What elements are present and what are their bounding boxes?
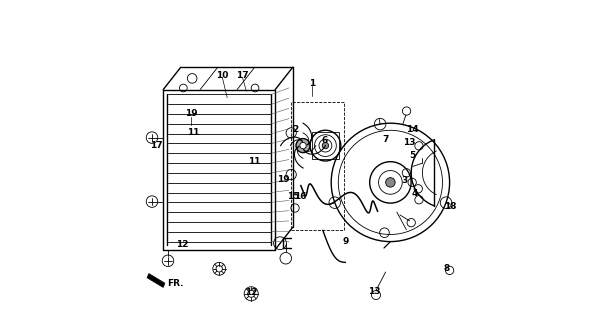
Bar — [291, 102, 344, 230]
Text: 6: 6 — [322, 136, 328, 145]
Text: 4: 4 — [411, 189, 418, 198]
Text: 11: 11 — [248, 157, 261, 166]
Text: 17: 17 — [237, 71, 249, 80]
Text: 8: 8 — [443, 264, 449, 273]
Polygon shape — [147, 274, 165, 287]
Text: 13: 13 — [403, 138, 416, 147]
Text: 17: 17 — [150, 141, 162, 150]
Text: 16: 16 — [294, 192, 306, 201]
Text: 3: 3 — [402, 176, 408, 185]
Text: 2: 2 — [292, 125, 299, 134]
Text: 12: 12 — [245, 288, 257, 297]
Text: 19: 19 — [185, 109, 198, 118]
Circle shape — [296, 139, 310, 153]
Text: 15: 15 — [287, 192, 300, 201]
Text: 1: 1 — [309, 79, 315, 88]
Text: 9: 9 — [342, 237, 349, 246]
Circle shape — [322, 142, 329, 149]
Text: 18: 18 — [444, 202, 457, 211]
Text: FR.: FR. — [167, 279, 184, 288]
Circle shape — [300, 142, 306, 149]
Text: 10: 10 — [216, 71, 229, 80]
Text: 7: 7 — [382, 135, 389, 144]
Text: 14: 14 — [406, 125, 418, 134]
Circle shape — [385, 178, 395, 187]
Bar — [312, 132, 339, 159]
Text: 19: 19 — [277, 175, 289, 184]
Text: 11: 11 — [187, 128, 200, 137]
Text: 12: 12 — [176, 240, 188, 249]
Text: 5: 5 — [410, 151, 416, 160]
Text: 13: 13 — [368, 287, 381, 296]
